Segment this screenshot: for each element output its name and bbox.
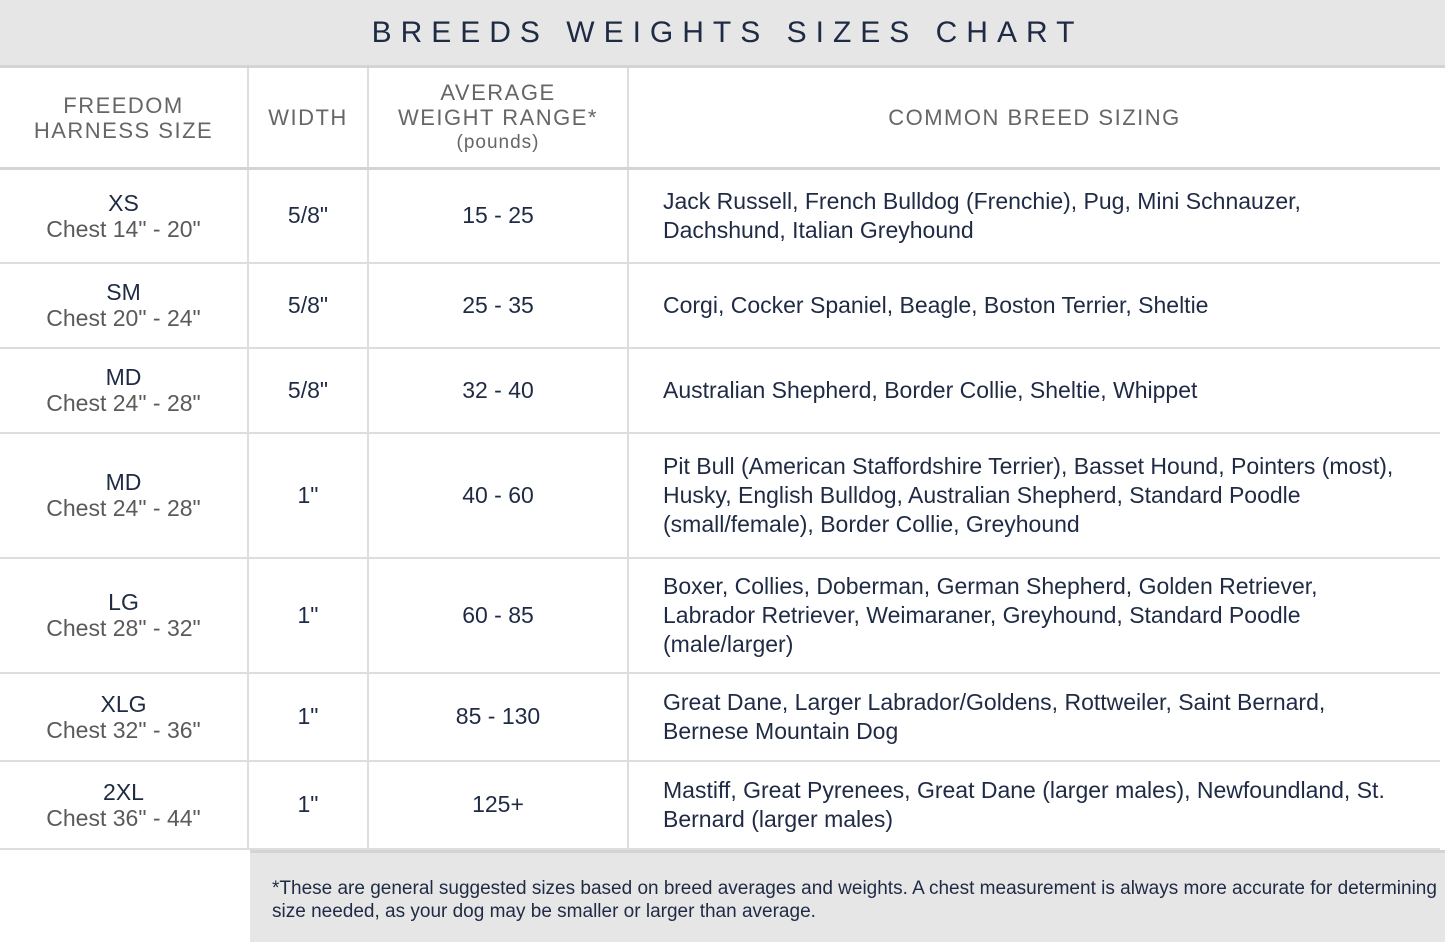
size-label: MD [105, 469, 142, 495]
weight-cell: 32 - 40 [368, 347, 629, 434]
weight-cell: 15 - 25 [368, 168, 629, 264]
table-row: XS Chest 14" - 20" 5/8" 15 - 25 Jack Russell… [0, 168, 1440, 264]
width-cell: 1" [248, 760, 369, 850]
chest-range: Chest 32" - 36" [46, 716, 201, 743]
breeds-cell: Boxer, Collies, Doberman, German Shepher… [628, 557, 1440, 674]
header-weight-line1: AVERAGE [440, 80, 556, 105]
breeds-cell: Jack Russell, French Bulldog (Frenchie),… [628, 168, 1440, 264]
footnote-box: *These are general suggested sizes based… [250, 850, 1445, 942]
weight-cell: 125+ [368, 760, 629, 850]
header-weight-unit: (pounds) [456, 132, 540, 153]
header-row: FREEDOM HARNESS SIZE WIDTH AVERAGE WEIGHT … [0, 68, 1440, 170]
size-label: SM [106, 279, 141, 305]
chest-range: Chest 28" - 32" [46, 615, 201, 641]
size-label: XS [108, 189, 139, 216]
breeds-cell: Mastiff, Great Pyrenees, Great Dane (lar… [628, 760, 1440, 850]
chest-range: Chest 24" - 28" [46, 390, 201, 416]
table-row: 2XL Chest 36" - 44" 1" 125+ Mastiff, Great P… [0, 760, 1440, 850]
table-row: MD Chest 24" - 28" 5/8" 32 - 40 Australian S… [0, 347, 1440, 434]
footnote: *These are general suggested sizes based… [272, 878, 1437, 922]
table-row: MD Chest 24" - 28" 1" 40 - 60 Pit Bull (Amer… [0, 432, 1440, 559]
width-cell: 1" [248, 672, 369, 762]
table-row: LG Chest 28" - 32" 1" 60 - 85 Boxer, Collies… [0, 557, 1440, 674]
header-size: FREEDOM HARNESS SIZE [0, 68, 249, 170]
size-cell: SM Chest 20" - 24" [0, 262, 249, 349]
size-cell: XS Chest 14" - 20" [0, 168, 249, 264]
header-weight-line2: WEIGHT RANGE* [397, 105, 598, 130]
size-cell: MD Chest 24" - 28" [0, 347, 249, 434]
header-size-line2: HARNESS SIZE [33, 117, 214, 143]
size-label: LG [108, 589, 139, 615]
size-cell: XLG Chest 32" - 36" [0, 672, 249, 762]
size-label: MD [105, 364, 142, 390]
size-label: 2XL [103, 778, 144, 805]
header-width: WIDTH [248, 68, 369, 170]
footer-divider [0, 848, 248, 850]
breeds-cell: Pit Bull (American Staffordshire Terrier… [628, 432, 1440, 559]
width-cell: 5/8" [248, 262, 369, 349]
size-cell: 2XL Chest 36" - 44" [0, 760, 249, 850]
header-breeds: COMMON BREED SIZING [628, 68, 1440, 170]
table-body: XS Chest 14" - 20" 5/8" 15 - 25 Jack Russell… [0, 168, 1440, 850]
breeds-cell: Corgi, Cocker Spaniel, Beagle, Boston Te… [628, 262, 1440, 349]
weight-cell: 60 - 85 [368, 557, 629, 674]
size-label: XLG [100, 690, 147, 717]
width-cell: 5/8" [248, 347, 369, 434]
chest-range: Chest 20" - 24" [46, 305, 201, 331]
header-weight: AVERAGE WEIGHT RANGE* (pounds) [368, 68, 629, 170]
chest-range: Chest 24" - 28" [46, 495, 201, 521]
width-cell: 1" [248, 557, 369, 674]
size-cell: MD Chest 24" - 28" [0, 432, 249, 559]
chart-title: BREEDS WEIGHTS SIZES CHART [371, 15, 1084, 49]
table-row: SM Chest 20" - 24" 5/8" 25 - 35 Corgi, Cocke… [0, 262, 1440, 349]
table-row: XLG Chest 32" - 36" 1" 85 - 130 Great Dane, … [0, 672, 1440, 762]
width-cell: 1" [248, 432, 369, 559]
size-chart-table: FREEDOM HARNESS SIZE WIDTH AVERAGE WEIGHT … [0, 68, 1440, 850]
chest-range: Chest 36" - 44" [46, 804, 201, 831]
breeds-cell: Australian Shepherd, Border Collie, Shel… [628, 347, 1440, 434]
weight-cell: 25 - 35 [368, 262, 629, 349]
width-cell: 5/8" [248, 168, 369, 264]
chest-range: Chest 14" - 20" [46, 215, 201, 242]
size-cell: LG Chest 28" - 32" [0, 557, 249, 674]
title-band: BREEDS WEIGHTS SIZES CHART [0, 0, 1445, 68]
weight-cell: 85 - 130 [368, 672, 629, 762]
header-size-line1: FREEDOM [63, 92, 184, 118]
breeds-cell: Great Dane, Larger Labrador/Goldens, Rot… [628, 672, 1440, 762]
weight-cell: 40 - 60 [368, 432, 629, 559]
